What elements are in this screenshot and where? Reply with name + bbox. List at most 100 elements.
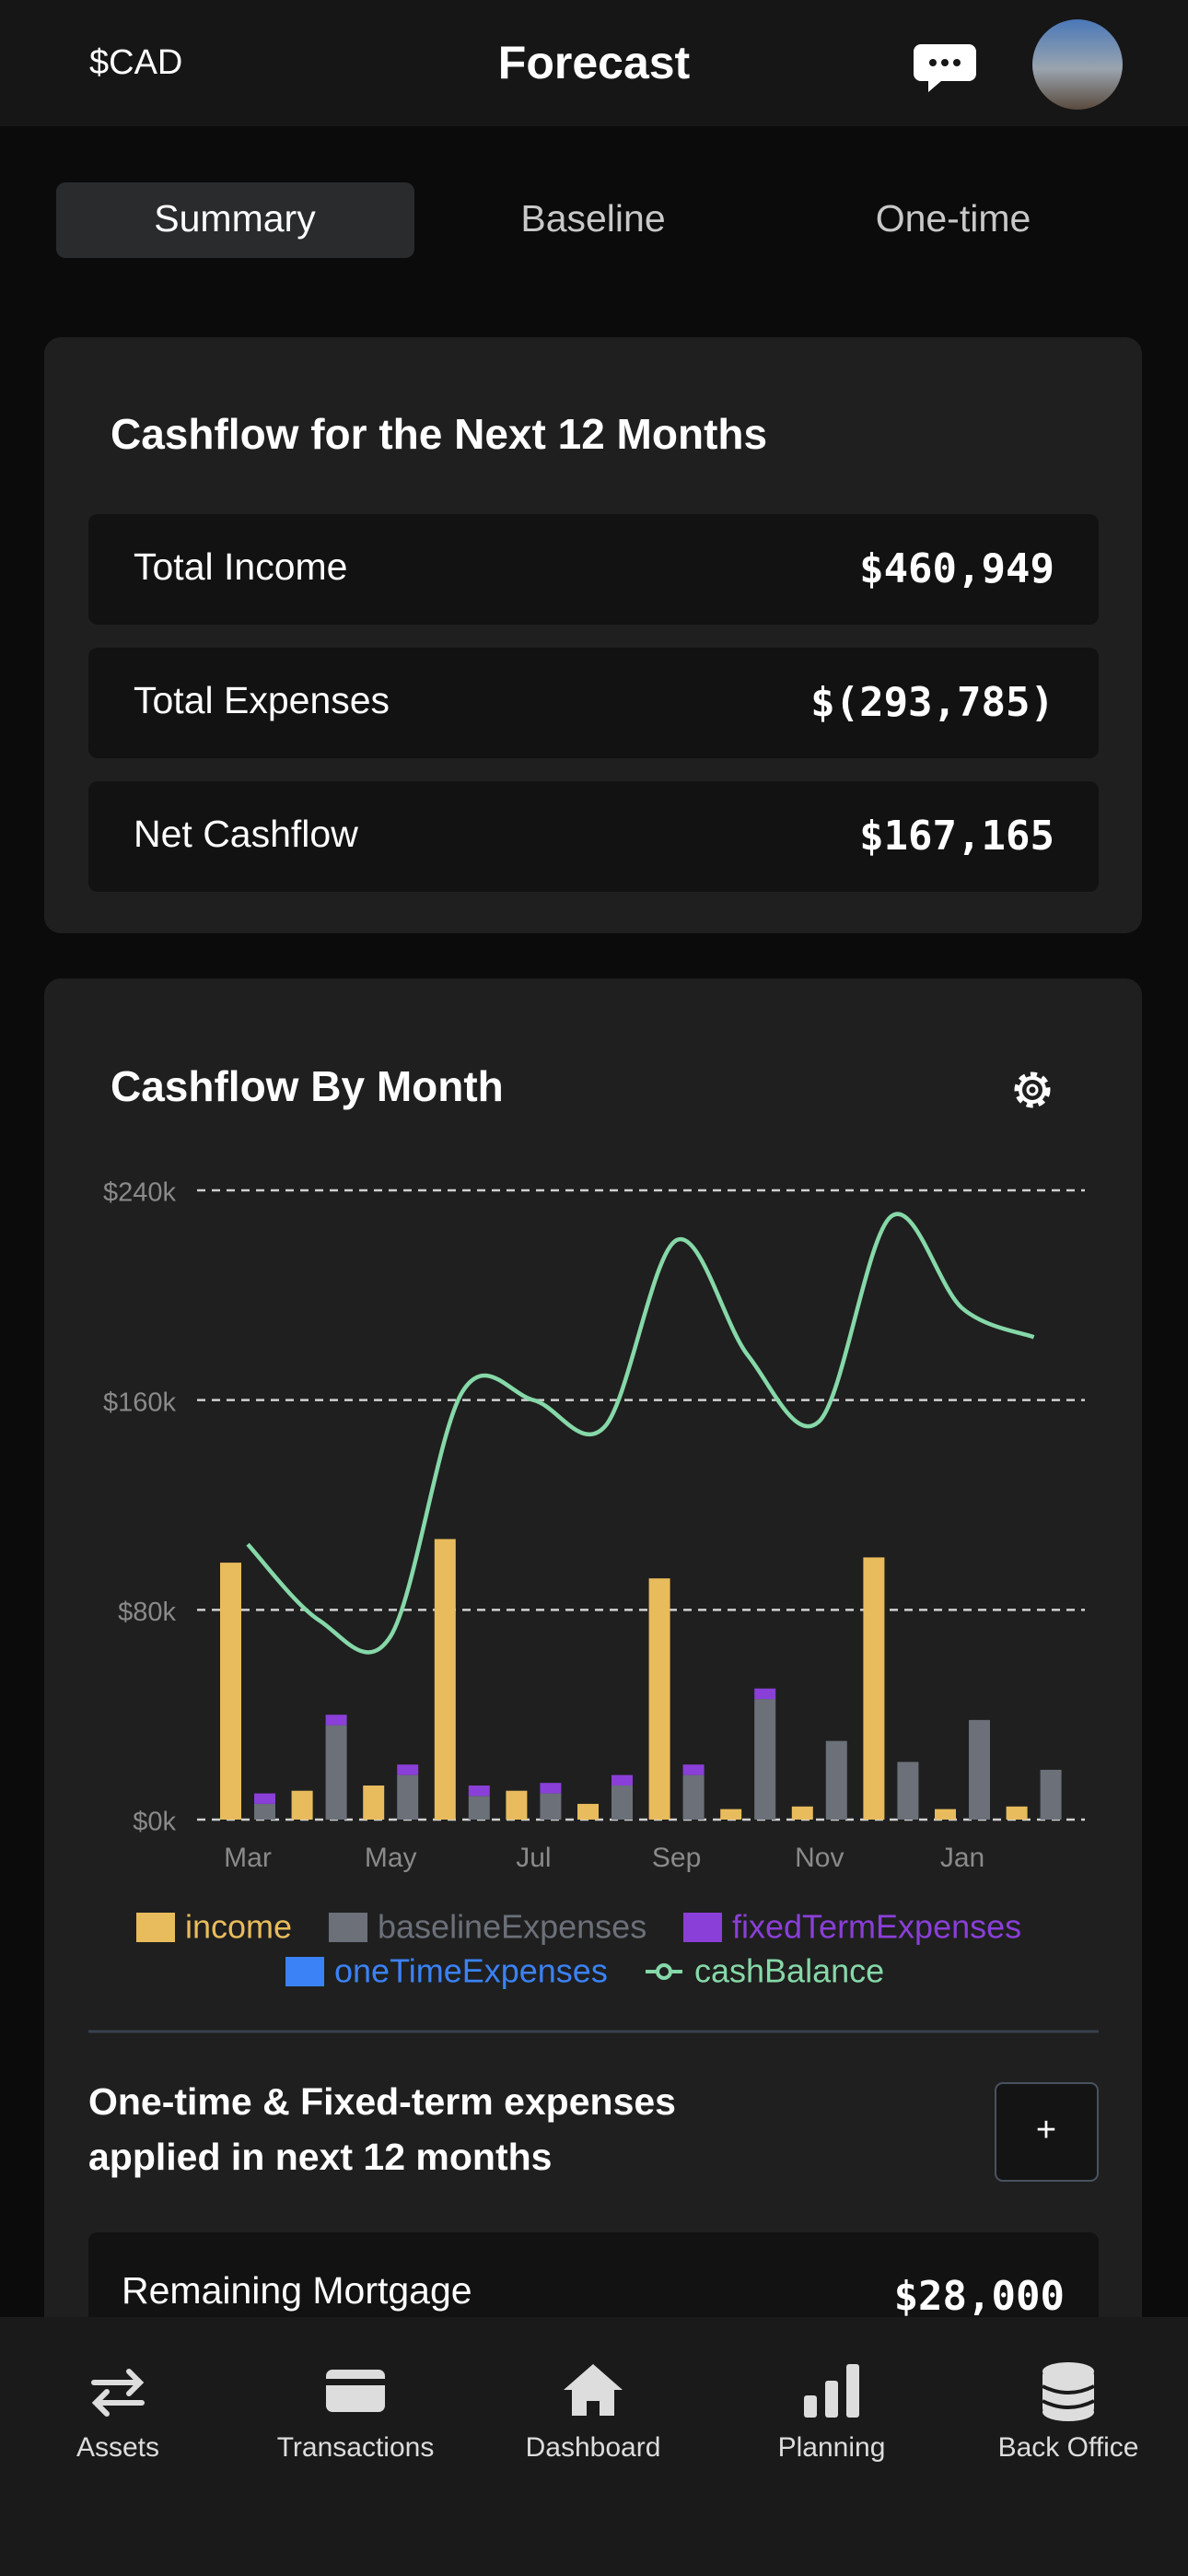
x-tick-label: May xyxy=(365,1843,417,1873)
legend-label: baselineExpenses xyxy=(378,1908,646,1946)
y-tick-label: $0k xyxy=(133,1808,176,1837)
x-tick-label: Nov xyxy=(795,1843,844,1873)
bar xyxy=(468,1796,490,1820)
page-title: Forecast xyxy=(498,37,691,88)
bar xyxy=(791,1806,813,1820)
bar xyxy=(897,1762,919,1820)
planning-icon xyxy=(804,2364,859,2418)
x-tick-label: Jul xyxy=(516,1843,551,1873)
active-tab[interactable] xyxy=(56,182,414,258)
bar xyxy=(754,1699,776,1820)
add-button[interactable] xyxy=(995,2082,1099,2182)
currency[interactable]: $CAD xyxy=(89,43,182,82)
bar xyxy=(969,1719,990,1820)
dot xyxy=(929,59,937,66)
summary-label: Net Cashflow xyxy=(134,813,358,855)
bar xyxy=(863,1557,885,1820)
summary-row xyxy=(88,648,1099,758)
home-icon xyxy=(564,2364,623,2416)
gear-hub xyxy=(1026,1083,1039,1096)
dot xyxy=(953,59,961,66)
tab[interactable]: Summary xyxy=(154,197,316,240)
bar xyxy=(291,1790,313,1820)
tab[interactable]: Baseline xyxy=(520,197,665,240)
tab[interactable]: One-time xyxy=(876,197,1031,240)
bar xyxy=(611,1786,633,1820)
summary-row xyxy=(88,514,1099,625)
gear-ring xyxy=(1019,1076,1046,1104)
bar xyxy=(540,1793,562,1820)
gear-teeth xyxy=(1014,1071,1051,1108)
nav-label[interactable]: Planning xyxy=(778,2432,886,2463)
chat-bubble xyxy=(914,44,976,92)
bar xyxy=(254,1803,275,1820)
nav-label[interactable]: Assets xyxy=(76,2432,159,2463)
summary-row xyxy=(88,781,1099,892)
expense-value: $28,000 xyxy=(894,2273,1065,2320)
bar xyxy=(506,1790,528,1820)
bar xyxy=(397,1774,419,1820)
bar xyxy=(220,1563,241,1820)
bar xyxy=(825,1740,847,1820)
x-tick-label: Jan xyxy=(940,1843,984,1873)
legend-label: income xyxy=(185,1908,292,1946)
y-tick-label: $240k xyxy=(103,1178,177,1208)
legend-swatch xyxy=(136,1913,175,1942)
bar xyxy=(611,1774,633,1786)
summary-label: Total Expenses xyxy=(134,679,390,721)
bar xyxy=(363,1786,385,1820)
y-tick-label: $80k xyxy=(118,1598,176,1627)
summary-value: $167,165 xyxy=(859,813,1054,860)
summary-value: $(293,785) xyxy=(810,679,1054,726)
dot xyxy=(941,59,949,66)
cash-line xyxy=(246,1212,1035,1655)
header-bar xyxy=(0,0,1188,126)
database-icon xyxy=(1042,2362,1095,2421)
y-tick-label: $160k xyxy=(103,1388,177,1417)
x-tick-label: Sep xyxy=(652,1843,701,1873)
bar xyxy=(397,1764,419,1775)
nav-label[interactable]: Transactions xyxy=(277,2432,435,2463)
legend-marker xyxy=(656,1963,672,1980)
legend-swatch xyxy=(329,1913,367,1942)
bar xyxy=(540,1783,562,1794)
avatar[interactable] xyxy=(1032,19,1123,110)
legend-label: cashBalance xyxy=(694,1952,884,1990)
bar xyxy=(682,1774,705,1820)
nav-label[interactable]: Back Office xyxy=(998,2432,1139,2463)
chat-icon[interactable] xyxy=(914,44,976,92)
card-title: Cashflow for the Next 12 Months xyxy=(111,410,767,458)
bar xyxy=(1040,1769,1062,1820)
bar xyxy=(325,1715,347,1726)
legend-label: oneTimeExpenses xyxy=(334,1952,608,1990)
bar xyxy=(935,1809,956,1820)
card-stripe xyxy=(326,2379,385,2385)
bar xyxy=(577,1803,599,1820)
assets-icon xyxy=(91,2369,145,2417)
section-title: applied in next 12 months xyxy=(88,2136,552,2178)
bar xyxy=(682,1764,705,1775)
bar xyxy=(325,1725,347,1820)
nav-label[interactable]: Dashboard xyxy=(526,2432,661,2463)
chart-card xyxy=(44,978,1142,2360)
legend-swatch xyxy=(285,1957,324,1986)
bar xyxy=(254,1793,275,1804)
add-button-label[interactable]: + xyxy=(1036,2111,1056,2149)
legend-label: fixedTermExpenses xyxy=(732,1908,1021,1946)
bar xyxy=(1006,1806,1028,1820)
expense-label: Remaining Mortgage xyxy=(122,2269,472,2312)
bar xyxy=(468,1786,490,1797)
bar xyxy=(754,1688,776,1700)
nav-bar xyxy=(0,2317,1188,2576)
section-title: One-time & Fixed-term expenses xyxy=(88,2080,676,2123)
chart-title: Cashflow By Month xyxy=(111,1062,504,1110)
summary-value: $460,949 xyxy=(859,545,1054,592)
legend-swatch xyxy=(683,1913,722,1942)
nav-icons xyxy=(91,2362,1095,2421)
bar xyxy=(720,1809,742,1820)
card-icon xyxy=(326,2370,385,2412)
settings-icon[interactable] xyxy=(1014,1071,1051,1108)
bar xyxy=(434,1539,456,1820)
x-tick-label: Mar xyxy=(224,1843,272,1873)
